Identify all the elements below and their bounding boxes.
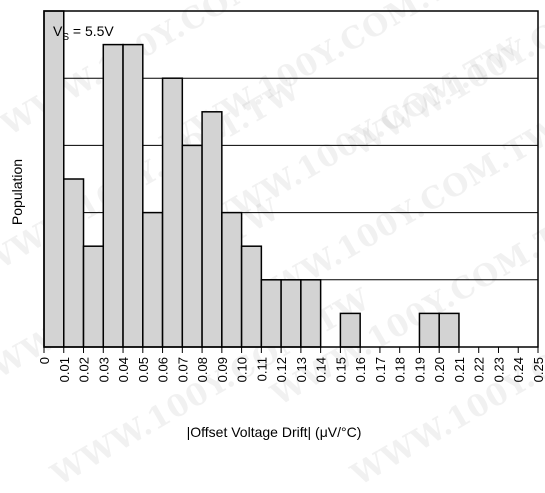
x-tick-label: 0.09 (215, 357, 230, 382)
x-tick-label: 0.24 (511, 357, 526, 382)
x-tick-label: 0.04 (116, 357, 131, 382)
histogram-bar (438, 312, 460, 348)
x-tick-label: 0.10 (235, 357, 250, 382)
histogram-bar (102, 43, 124, 348)
bars (43, 10, 460, 348)
x-tick-label: 0.02 (77, 357, 92, 382)
x-tick-label: 0.17 (373, 357, 388, 382)
histogram-bar (142, 211, 164, 348)
x-ticks: 0 0.01 0.02 0.03 0.04 0.05 0.06 0.07 0.08 0.09 0.1… (37, 347, 545, 382)
x-tick-label: 0.25 (531, 357, 545, 382)
annotation-subscript: S (62, 32, 69, 43)
histogram-bar (82, 245, 105, 348)
histogram-bar (300, 279, 322, 348)
x-tick-label: 0.19 (412, 357, 427, 382)
x-tick-label: 0.07 (175, 357, 190, 382)
histogram-bar (201, 111, 223, 348)
histogram-bar (181, 144, 203, 348)
histogram-bar (43, 10, 65, 348)
x-tick-label: 0.22 (472, 357, 487, 382)
x-tick-label: 0.16 (353, 357, 368, 382)
histogram-bar (240, 245, 263, 348)
annotation-suffix: = 5.5V (69, 23, 114, 39)
svg-text:VS = 5.5V: VS = 5.5V (53, 23, 114, 43)
x-tick-label: 0.05 (136, 357, 151, 382)
x-tick-label: 0.18 (393, 357, 408, 382)
x-tick-label: 0 (37, 357, 52, 364)
x-tick-label: 0.23 (491, 357, 506, 382)
y-axis-label: Population (9, 159, 25, 225)
x-tick-label: 0.01 (57, 357, 72, 382)
x-tick-label: 0.14 (314, 357, 329, 382)
x-tick-label: 0.12 (274, 357, 289, 382)
x-tick-label: 0.06 (156, 357, 171, 382)
x-tick-label: 0.15 (333, 357, 348, 382)
annotation-main: V (53, 23, 63, 39)
histogram-bar (122, 43, 144, 348)
x-tick-label: 0.20 (432, 357, 447, 382)
histogram-bar (339, 312, 361, 348)
x-tick-label: 0.21 (452, 357, 467, 382)
x-tick-label: 0.11 (254, 357, 269, 381)
plot-frame (43, 10, 539, 348)
histogram-bar (260, 279, 282, 348)
histogram-chart: 0 0.01 0.02 0.03 0.04 0.05 0.06 0.07 0.08 0.09 0.1… (9, 10, 545, 440)
histogram-bar (221, 211, 243, 348)
x-tick-label: 0.08 (195, 357, 210, 382)
histogram-bar (63, 178, 85, 348)
histogram-bar (280, 279, 302, 348)
histogram-bar (418, 312, 440, 348)
histogram-bar (161, 77, 184, 348)
supply-voltage-annotation: VS = 5.5V (53, 23, 114, 43)
x-axis-label: |Offset Voltage Drift| (μV/°C) (187, 424, 362, 440)
x-tick-label: 0.03 (96, 357, 111, 382)
x-tick-label: 0.13 (294, 357, 309, 382)
